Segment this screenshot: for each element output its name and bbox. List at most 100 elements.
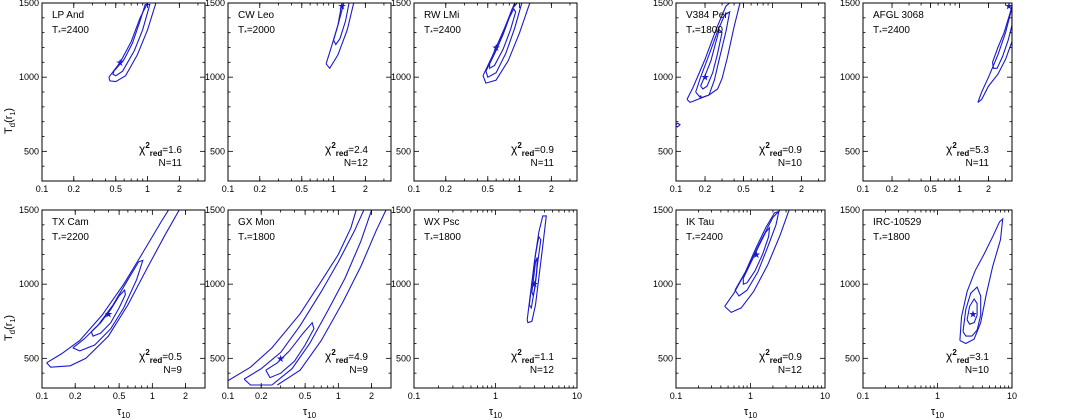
x-tick-label: 0.1 [222,184,235,194]
x-tick-label: 0.1 [408,391,421,401]
n-label: N=9 [163,365,182,376]
x-tick-label: 0.2 [255,391,268,401]
x-tick-label: 0.1 [36,391,49,401]
n-label: N=11 [159,158,183,169]
contour-line-2 [243,210,373,386]
contour-line-1 [700,28,723,90]
teff-label: T*=2400 [52,25,89,37]
teff-label: T*=2400 [873,25,910,37]
y-tick-label: 1000 [19,72,39,82]
y-tick-label: 500 [845,353,860,363]
y-tick-label: 1500 [840,0,860,8]
x-tick-label: 2 [986,184,991,194]
star-name: V384 Per [686,10,728,21]
contour-line-1 [966,297,978,325]
best-fit-marker: ★ [276,354,285,365]
contour-line-2 [485,3,523,79]
x-tick-label: 2 [183,391,188,401]
chi-square-label: χ2red=0.5 [139,348,182,365]
n-label: N=12 [530,365,555,376]
contour-line-2 [977,7,1012,103]
x-tick-label: 0.1 [857,184,870,194]
x-tick-label: 1 [935,391,940,401]
x-tick-label: 0.5 [113,391,126,401]
y-tick-label: 1500 [653,205,673,215]
star-name: IK Tau [686,217,714,228]
n-label: N=11 [966,158,990,169]
best-fit-marker: ★ [104,309,113,320]
x-tick-label: 2 [799,184,804,194]
panel-tx-cam: ★ 500 1000 1500 0.1 0.2 0.5 1 2 TX Cam T*=2200 χ2re… [3,205,206,419]
best-fit-marker: ★ [701,73,710,84]
x-axis-label: τ10 [303,406,317,419]
teff-label: T*=2200 [52,232,89,244]
contour-line-2 [108,3,157,83]
n-label: N=10 [778,158,803,169]
n-label: N=12 [344,158,369,169]
contour-line-2 [734,210,780,297]
teff-label: T*=1800 [686,25,723,37]
y-tick-label: 1500 [19,0,39,8]
contour-line-1 [90,288,126,337]
x-tick-label: 0.2 [254,184,267,194]
contour-line-3 [526,215,547,324]
contour-line-1 [265,321,315,379]
y-tick-label: 1000 [840,72,860,82]
x-tick-label: 1 [748,391,753,401]
teff-label: T*=1800 [873,232,910,244]
star-name: AFGL 3068 [873,10,924,21]
y-tick-label: 1500 [205,0,225,8]
x-tick-label: 0.1 [857,391,870,401]
best-fit-marker: ★ [337,2,346,13]
x-tick-label: 2 [549,184,554,194]
star-name: RW LMi [424,10,459,21]
x-tick-label: 1 [336,391,341,401]
teff-label: T*=2400 [424,25,461,37]
contour-line-1 [991,5,1012,69]
x-tick-label: 1 [957,184,962,194]
x-tick-label: 0.2 [699,184,712,194]
y-tick-label: 1000 [391,72,411,82]
x-tick-label: 2 [369,391,374,401]
x-tick-label: 10 [572,391,582,401]
contour-line-3 [482,3,531,84]
x-tick-label: 10 [820,391,830,401]
panel-ik-tau: ★ 500 1000 1500 0.1 1 10 IK Tau T*=2400 χ2red=0.9… [653,205,830,419]
x-tick-label: 0.5 [110,184,123,194]
teff-label: T*=1800 [424,232,461,244]
best-fit-marker: ★ [752,250,761,261]
x-axis-label: τ10 [117,406,131,419]
chi-square-label: χ2red=0.9 [759,348,802,365]
x-tick-label: 1 [331,184,336,194]
x-tick-label: 1 [145,184,150,194]
x-tick-label: 0.5 [296,184,309,194]
panel-irc-10529: ★ 500 1000 1500 0.1 1 10 IRC-10529 T*=1800 χ2red=… [840,205,1017,419]
contour-line-2 [72,259,144,352]
x-tick-label: 2 [363,184,368,194]
teff-label: T*=2000 [238,25,275,37]
panel-rw-lmi: ★ 500 1000 1500 0.1 0.2 0.5 1 2 RW LMi T*=2400 χ2re… [391,0,578,194]
n-label: N=10 [965,365,990,376]
panel-cw-leo: ★ 500 1000 1500 0.1 0.2 0.5 1 2 CW Leo T*=2000 χ2re… [205,0,392,194]
x-tick-label: 0.1 [670,184,683,194]
chi-square-label: χ2red=1.6 [139,141,182,158]
y-tick-label: 500 [24,146,39,156]
x-tick-label: 0.2 [68,184,81,194]
chi-square-label: χ2red=5.3 [946,141,989,158]
y-tick-label: 1500 [205,205,225,215]
y-tick-label: 500 [210,146,225,156]
x-tick-label: 10 [1007,391,1017,401]
contour-line-3 [724,210,790,314]
y-tick-label: 1000 [205,279,225,289]
panel-lp-and: ★ 500 1000 1500 0.1 0.2 0.5 1 2 LP And T*=2400 χ2re… [3,0,206,194]
x-tick-label: 0.1 [408,184,421,194]
star-name: WX Psc [424,217,460,228]
y-tick-label: 1000 [19,279,39,289]
panel-gx-mon: ★ 500 1000 1500 0.1 0.2 0.5 1 2 GX Mon T*=1800 χ2re… [205,205,392,419]
y-tick-label: 1000 [391,279,411,289]
y-tick-label: 1000 [653,279,673,289]
y-axis-label: Td(r1) [3,315,17,341]
star-name: TX Cam [52,217,89,228]
y-tick-label: 1000 [840,279,860,289]
